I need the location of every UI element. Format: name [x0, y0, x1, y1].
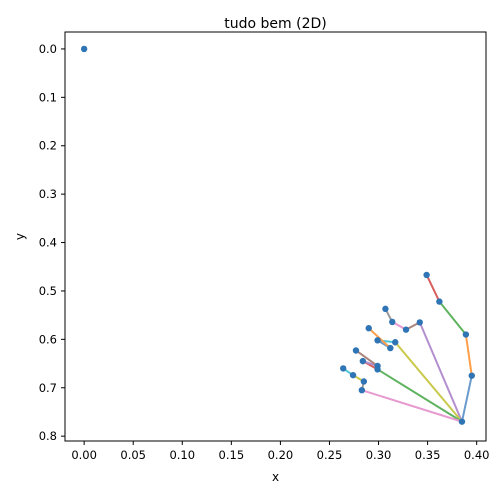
y-tick-label-8: 0.8 [39, 429, 57, 443]
y-tick-label-2: 0.2 [39, 139, 57, 153]
x-tick-label-4: 0.20 [268, 448, 294, 462]
data-point-2 [468, 372, 475, 379]
segment-8 [394, 341, 463, 423]
y-axis-ticks: 0.0 0.1 0.2 0.3 0.4 0.5 0.6 0.7 0.8 [39, 42, 65, 443]
y-tick-label-7: 0.7 [39, 381, 57, 395]
segment-16 [360, 389, 463, 423]
x-tick-label-2: 0.10 [169, 448, 195, 462]
segment-4 [418, 321, 463, 423]
x-tick-label-7: 0.35 [415, 448, 441, 462]
segment-3 [425, 273, 441, 303]
data-point-17 [352, 347, 360, 354]
y-tick-label-6: 0.6 [39, 332, 57, 346]
segment-2 [438, 300, 467, 336]
data-point-8 [389, 318, 396, 326]
data-point-1 [458, 418, 466, 425]
segment-0 [460, 374, 473, 423]
data-point-20 [349, 371, 357, 379]
data-point-3 [462, 331, 470, 338]
segment-1 [464, 333, 473, 377]
data-point-11 [374, 337, 381, 344]
data-point-4 [436, 298, 443, 305]
data-point-12 [387, 344, 394, 352]
x-tick-label-5: 0.25 [317, 448, 343, 462]
x-axis-label: x [272, 470, 279, 484]
x-tick-label-0: 0.00 [71, 448, 97, 462]
x-tick-label-3: 0.15 [219, 448, 245, 462]
data-point-16 [374, 362, 381, 370]
y-tick-label-4: 0.4 [39, 236, 57, 250]
segment-15 [354, 349, 379, 367]
data-point-5 [423, 271, 430, 279]
data-point-9 [382, 305, 389, 313]
segment-layer [342, 273, 473, 423]
data-point-0 [80, 45, 88, 53]
point-layer [80, 45, 475, 425]
x-tick-label-6: 0.30 [366, 448, 392, 462]
data-point-18 [358, 386, 366, 394]
data-point-6 [416, 319, 423, 326]
chart-title: tudo bem (2D) [224, 16, 326, 32]
data-point-15 [359, 357, 367, 365]
segment-12 [376, 368, 463, 423]
data-point-7 [402, 326, 410, 333]
x-axis-ticks: 0.00 0.05 0.10 0.15 0.20 0.25 0.30 0.35 0.40 [71, 441, 489, 462]
y-tick-label-5: 0.5 [39, 284, 57, 298]
data-point-10 [392, 339, 399, 346]
plot-frame [64, 31, 487, 442]
x-tick-label-8: 0.40 [464, 448, 490, 462]
data-point-21 [340, 365, 347, 372]
y-tick-label-1: 0.1 [39, 90, 57, 104]
x-tick-label-1: 0.05 [120, 448, 146, 462]
data-point-19 [360, 378, 368, 385]
y-axis-label: y [13, 233, 27, 240]
y-tick-label-0: 0.0 [39, 42, 57, 56]
data-point-13 [365, 325, 372, 332]
y-tick-label-3: 0.3 [39, 187, 57, 201]
